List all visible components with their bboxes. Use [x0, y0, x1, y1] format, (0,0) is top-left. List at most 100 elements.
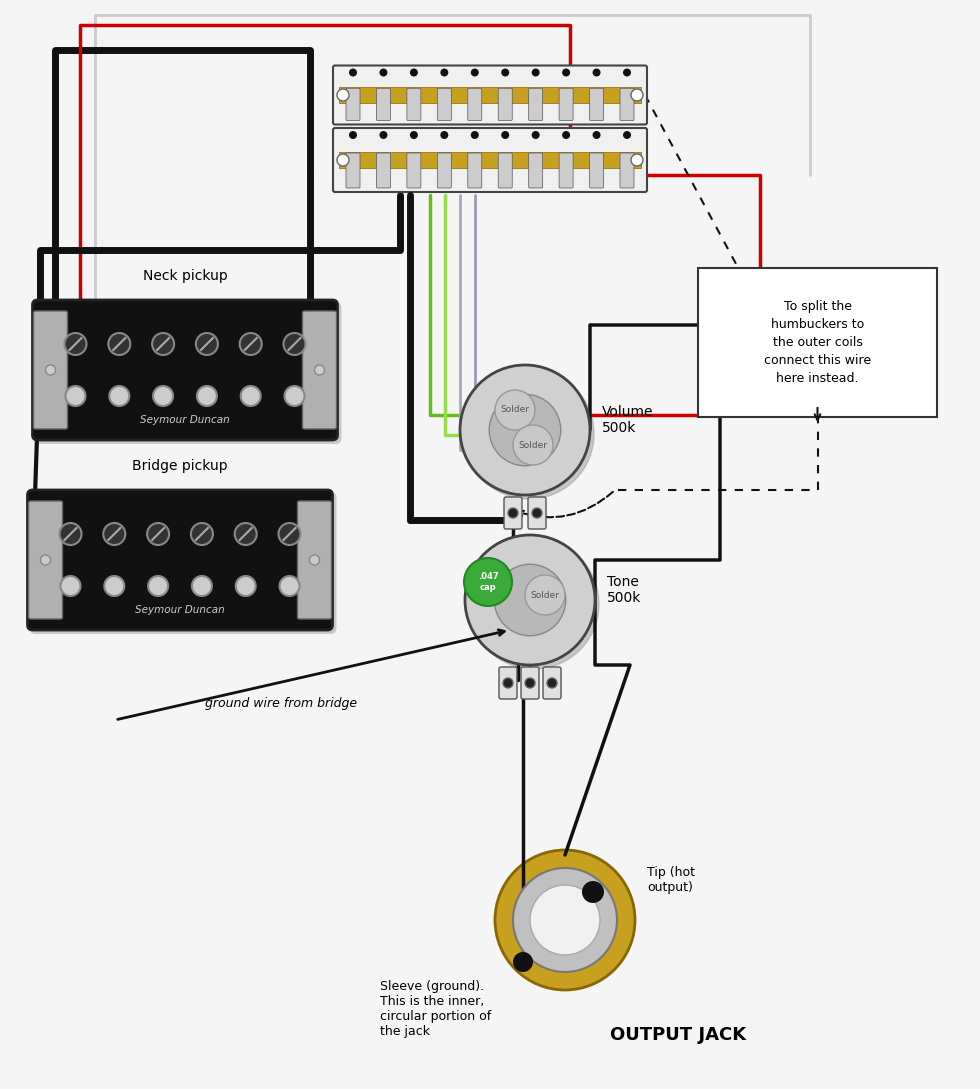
FancyBboxPatch shape [528, 88, 543, 121]
FancyBboxPatch shape [521, 666, 539, 699]
Circle shape [495, 851, 635, 990]
FancyBboxPatch shape [333, 129, 647, 192]
Circle shape [315, 365, 324, 375]
FancyBboxPatch shape [346, 88, 360, 121]
Circle shape [513, 425, 553, 465]
Circle shape [563, 69, 570, 76]
Circle shape [631, 154, 643, 166]
FancyBboxPatch shape [543, 666, 561, 699]
Circle shape [279, 576, 300, 596]
FancyBboxPatch shape [620, 88, 634, 121]
FancyBboxPatch shape [467, 152, 482, 188]
Circle shape [278, 523, 301, 544]
FancyBboxPatch shape [33, 311, 68, 429]
Circle shape [513, 868, 617, 972]
Circle shape [192, 576, 212, 596]
Circle shape [337, 89, 349, 101]
Circle shape [283, 333, 306, 355]
Text: Sleeve (ground).
This is the inner,
circular portion of
the jack: Sleeve (ground). This is the inner, circ… [380, 980, 491, 1038]
Circle shape [532, 69, 540, 76]
Circle shape [465, 535, 595, 665]
Circle shape [440, 69, 448, 76]
Circle shape [349, 69, 357, 76]
Circle shape [379, 131, 387, 139]
Circle shape [241, 386, 261, 406]
Circle shape [530, 885, 600, 955]
Circle shape [410, 131, 417, 139]
FancyBboxPatch shape [32, 299, 337, 440]
Circle shape [103, 523, 125, 544]
Circle shape [464, 369, 594, 499]
FancyBboxPatch shape [560, 88, 573, 121]
FancyBboxPatch shape [504, 497, 522, 529]
Circle shape [110, 386, 129, 406]
FancyBboxPatch shape [298, 501, 331, 619]
Circle shape [440, 131, 448, 139]
Text: Seymour Duncan: Seymour Duncan [140, 415, 230, 425]
Circle shape [234, 523, 257, 544]
Circle shape [489, 394, 561, 466]
FancyBboxPatch shape [698, 268, 937, 417]
Text: Seymour Duncan: Seymour Duncan [135, 605, 224, 615]
Circle shape [45, 365, 56, 375]
Circle shape [66, 386, 85, 406]
Circle shape [61, 576, 80, 596]
FancyBboxPatch shape [34, 302, 341, 444]
Circle shape [469, 539, 599, 669]
Text: ground wire from bridge: ground wire from bridge [205, 697, 357, 710]
Text: Bridge pickup: Bridge pickup [132, 458, 227, 473]
Circle shape [191, 523, 213, 544]
Circle shape [495, 390, 535, 430]
Circle shape [623, 69, 631, 76]
FancyBboxPatch shape [376, 88, 390, 121]
Bar [339, 87, 641, 102]
Text: Volume
500k: Volume 500k [602, 405, 654, 436]
Text: Neck pickup: Neck pickup [143, 269, 227, 283]
FancyBboxPatch shape [29, 492, 336, 634]
Circle shape [494, 564, 565, 636]
FancyBboxPatch shape [333, 65, 647, 124]
Circle shape [470, 131, 479, 139]
FancyBboxPatch shape [499, 666, 517, 699]
Circle shape [623, 131, 631, 139]
FancyBboxPatch shape [28, 501, 63, 619]
Circle shape [152, 333, 174, 355]
Text: Tone
500k: Tone 500k [607, 575, 641, 605]
Circle shape [410, 69, 417, 76]
Circle shape [593, 69, 601, 76]
Text: Tip (hot
output): Tip (hot output) [647, 866, 695, 894]
FancyBboxPatch shape [437, 152, 452, 188]
Circle shape [460, 365, 590, 495]
Circle shape [310, 555, 319, 565]
Circle shape [196, 333, 218, 355]
Text: OUTPUT JACK: OUTPUT JACK [610, 1026, 746, 1044]
Text: Solder: Solder [501, 405, 529, 415]
Circle shape [104, 576, 124, 596]
Circle shape [40, 555, 51, 565]
FancyBboxPatch shape [590, 152, 604, 188]
FancyBboxPatch shape [528, 497, 546, 529]
Circle shape [532, 507, 542, 518]
Circle shape [563, 131, 570, 139]
FancyBboxPatch shape [376, 152, 390, 188]
Text: Solder: Solder [530, 590, 560, 600]
Circle shape [501, 69, 510, 76]
Circle shape [147, 523, 170, 544]
Circle shape [532, 131, 540, 139]
Circle shape [349, 131, 357, 139]
Circle shape [503, 678, 513, 688]
Circle shape [236, 576, 256, 596]
Circle shape [525, 678, 535, 688]
FancyBboxPatch shape [437, 88, 452, 121]
Circle shape [337, 154, 349, 166]
Circle shape [153, 386, 173, 406]
Text: Solder: Solder [518, 440, 548, 450]
FancyBboxPatch shape [498, 152, 513, 188]
FancyBboxPatch shape [407, 88, 420, 121]
Circle shape [197, 386, 217, 406]
Circle shape [547, 678, 557, 688]
FancyBboxPatch shape [528, 152, 543, 188]
Circle shape [593, 131, 601, 139]
Circle shape [470, 69, 479, 76]
Circle shape [508, 507, 518, 518]
